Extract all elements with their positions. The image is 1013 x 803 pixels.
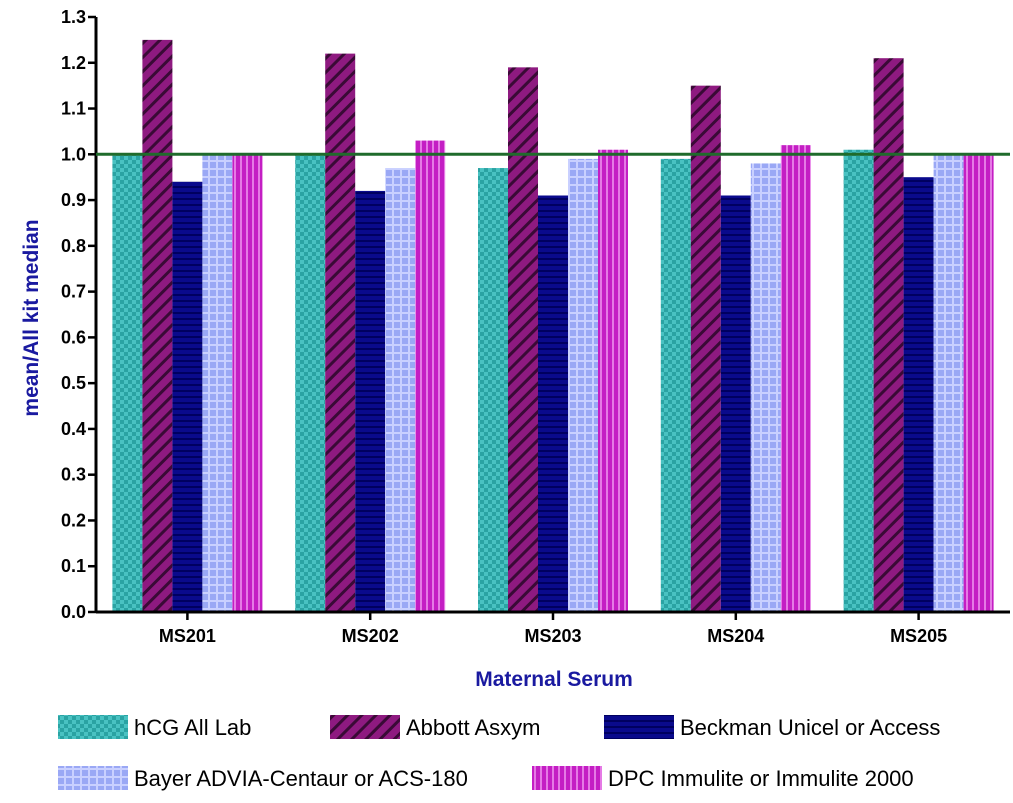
x-axis: MS201 MS202 MS203 MS204 MS205 (96, 610, 1010, 646)
legend-label-2: Abbott Asxym (406, 715, 541, 740)
legend-swatch-2 (330, 715, 400, 739)
y-tick-label: 0.8 (61, 236, 86, 256)
y-axis-title: mean/All kit median (20, 219, 43, 416)
y-tick-label: 0.0 (61, 602, 86, 622)
y-axis: 0.0 0.1 0.2 0.3 0.4 0.5 0.6 0.7 0.8 0.9 1.0 1.1 1.2 1… (61, 7, 98, 622)
y-tick-label: 0.9 (61, 190, 86, 210)
y-tick-label: 1.1 (61, 99, 86, 119)
bar-ms203-series-3 (538, 195, 568, 612)
legend-swatch-1 (58, 715, 128, 739)
bar-ms202-series-4 (385, 168, 416, 613)
bar-ms202-series-5 (415, 140, 446, 613)
x-tick-label: MS201 (159, 626, 216, 646)
bar-group (112, 39, 994, 613)
bar-ms204-series-2 (690, 85, 721, 612)
bar-ms204-series-5 (780, 145, 811, 612)
x-axis-title: Maternal Serum (475, 668, 633, 691)
bar-ms204-series-4 (750, 163, 781, 612)
bar-ms205-series-4 (933, 154, 964, 613)
legend-swatch-4 (58, 766, 128, 790)
bar-ms204-series-3 (720, 195, 751, 612)
x-tick-label: MS205 (890, 626, 947, 646)
legend-label-3: Beckman Unicel or Access (680, 715, 940, 740)
x-tick-label: MS204 (707, 626, 764, 646)
x-tick-label: MS202 (342, 626, 399, 646)
bar-ms202-series-1 (295, 154, 326, 613)
bar-ms201-series-2 (142, 39, 173, 612)
bar-ms201-series-3 (172, 181, 203, 612)
bar-ms201-series-4 (202, 154, 233, 613)
bar-ms205-series-5 (963, 154, 994, 613)
bar-ms203-series-2 (508, 67, 538, 613)
y-tick-label: 1.2 (61, 53, 86, 73)
bar-ms203-series-4 (568, 158, 598, 612)
bar-ms201-series-5 (232, 154, 263, 613)
y-tick-label: 0.1 (61, 556, 86, 576)
bar-ms202-series-2 (325, 53, 356, 613)
legend-label-1: hCG All Lab (134, 715, 251, 740)
legend-swatch-5 (532, 766, 602, 790)
y-tick-label: 0.4 (61, 419, 86, 439)
y-tick-label: 1.0 (61, 144, 86, 164)
bar-ms205-series-2 (873, 58, 904, 612)
bar-ms201-series-1 (112, 154, 143, 613)
legend-label-5: DPC Immulite or Immulite 2000 (608, 766, 914, 791)
y-tick-label: 1.3 (61, 7, 86, 27)
bar-ms203-series-1 (478, 168, 508, 613)
bar-ms204-series-1 (660, 158, 691, 612)
bar-ms205-series-1 (843, 149, 874, 612)
x-tick-label: MS203 (524, 626, 581, 646)
y-tick-label: 0.7 (61, 282, 86, 302)
bar-ms205-series-3 (903, 177, 934, 612)
legend: hCG All Lab Abbott Asxym Beckman Unicel or… (58, 715, 940, 791)
legend-swatch-3 (604, 715, 674, 739)
y-tick-label: 0.5 (61, 373, 86, 393)
y-tick-label: 0.6 (61, 327, 86, 347)
bar-ms202-series-3 (355, 190, 386, 612)
legend-label-4: Bayer ADVIA-Centaur or ACS-180 (134, 766, 468, 791)
y-tick-label: 0.3 (61, 465, 86, 485)
bar-ms203-series-5 (598, 149, 628, 612)
y-tick-label: 0.2 (61, 510, 86, 530)
